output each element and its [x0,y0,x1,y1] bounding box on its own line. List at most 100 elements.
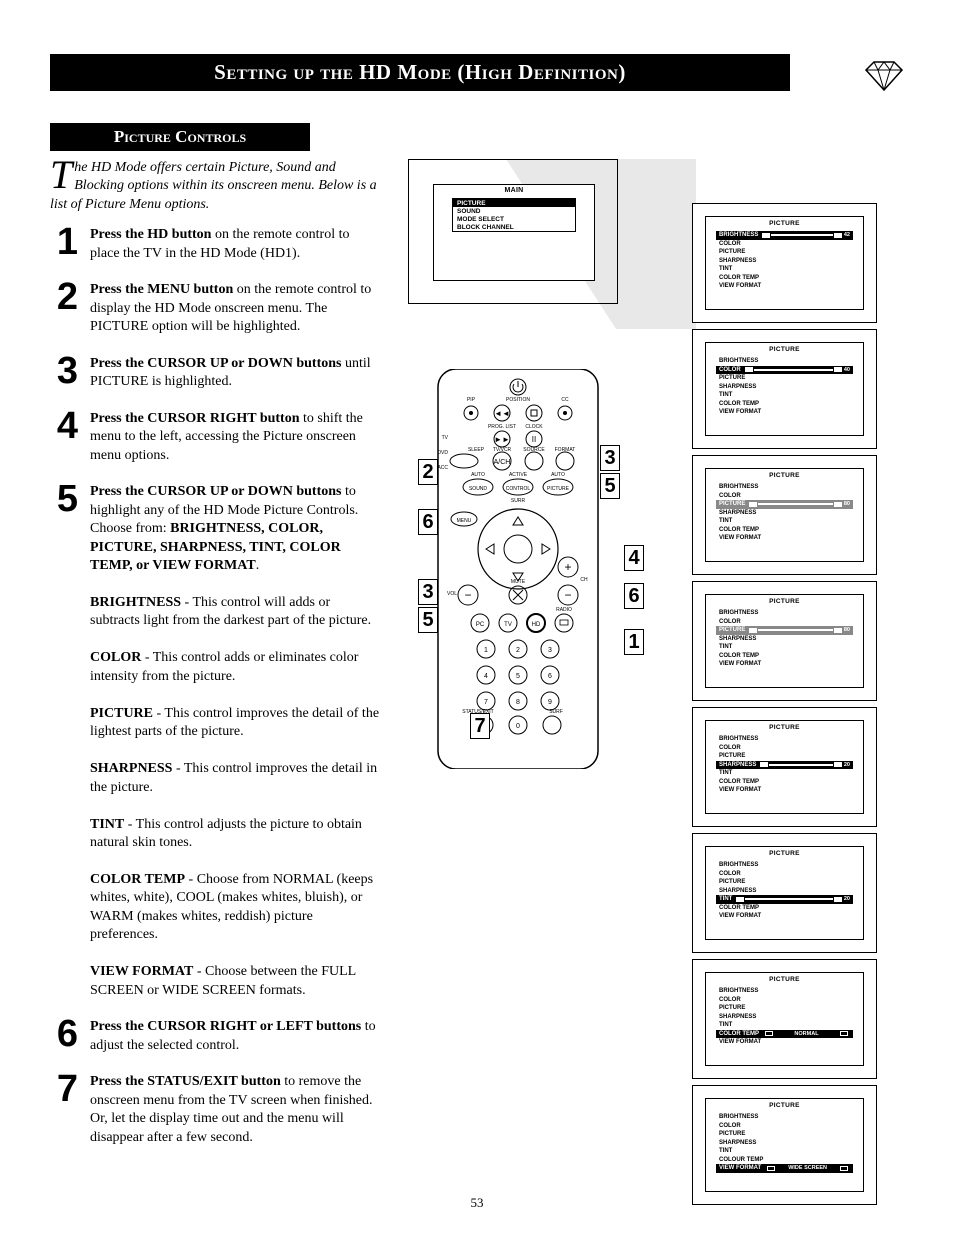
picture-menu-screen: PICTUREBRIGHTNESSCOLORPICTURE80SHARPNESS… [692,581,877,701]
illustration-column: MAIN PICTURESOUNDMODE SELECTBLOCK CHANNE… [408,159,904,1165]
svg-text:CC: CC [561,397,569,403]
picture-menu-item: PICTURE [716,752,853,761]
instruction-step: 6 Press the CURSOR RIGHT or LEFT buttons… [50,1018,380,1063]
svg-text:CLOCK: CLOCK [525,424,543,430]
picture-menu-item: BRIGHTNESS [716,861,853,870]
picture-menu-item: TINT [716,391,853,400]
picture-menu-item: BRIGHTNESS [716,987,853,996]
picture-menu-item: COLOR TEMP [716,904,853,913]
picture-menu-screen: PICTUREBRIGHTNESSCOLORPICTURE80SHARPNESS… [692,455,877,575]
picture-menu-item: SHARPNESS [716,1139,853,1148]
picture-menu-title: PICTURE [706,1099,863,1109]
svg-text:RADIO: RADIO [556,607,572,613]
picture-menu-item: BRIGHTNESS [716,609,853,618]
svg-text:TV: TV [442,435,449,441]
svg-text:1: 1 [484,647,488,654]
section-subtitle-bar: Picture Controls [50,123,310,151]
picture-menu-item: BRIGHTNESS [716,1113,853,1122]
svg-text:CH: CH [580,577,588,583]
picture-menu-screen: PICTUREBRIGHTNESSCOLOR40PICTURESHARPNESS… [692,329,877,449]
instructions-column: The HD Mode offers certain Picture, Soun… [50,159,380,1165]
picture-menu-title: PICTURE [706,469,863,479]
picture-menu-item: PICTURE [716,374,853,383]
step-body: Press the CURSOR RIGHT button to shift t… [90,410,380,473]
main-menu-item: MODE SELECT [453,215,575,223]
instruction-step: 3 Press the CURSOR UP or DOWN buttons un… [50,355,380,400]
callout-4r: 4 [624,545,644,571]
picture-menu-item: VIEW FORMATWIDE SCREEN [716,1164,853,1173]
svg-text:PROG. LIST: PROG. LIST [488,424,516,430]
svg-text:MUTE: MUTE [511,579,526,585]
svg-text:DVD: DVD [437,450,448,456]
picture-menu-item: COLOR [716,996,853,1005]
step-number: 6 [50,1018,78,1063]
svg-text:+: + [564,560,571,574]
picture-menu-item: SHARPNESS [716,887,853,896]
main-menu-item: BLOCK CHANNEL [453,223,575,231]
callout-5: 5 [418,607,438,633]
svg-text:8: 8 [516,699,520,706]
picture-menu-screen: PICTUREBRIGHTNESSCOLORPICTURESHARPNESSTI… [692,833,877,953]
svg-text:SOUND: SOUND [469,486,487,492]
picture-menu-item: TINT [716,1021,853,1030]
svg-text:ACC: ACC [437,465,448,471]
picture-menu-item: VIEW FORMAT [716,912,853,921]
picture-menu-screen: PICTUREBRIGHTNESSCOLORPICTURESHARPNESS20… [692,707,877,827]
picture-menu-title: PICTURE [706,973,863,983]
step-body: Press the CURSOR RIGHT or LEFT buttons t… [90,1018,380,1063]
picture-menu-item: COLOR [716,744,853,753]
svg-text:AUTO: AUTO [551,472,565,478]
picture-menu-item: COLOR TEMP [716,400,853,409]
svg-text:6: 6 [548,673,552,680]
picture-menu-title: PICTURE [706,721,863,731]
svg-text:►►: ►► [494,435,510,444]
step-number: 5 [50,483,78,1008]
instruction-step: 1 Press the HD button on the remote cont… [50,226,380,271]
page-number: 53 [0,1195,954,1211]
picture-menu-item: COLOR TEMP [716,778,853,787]
svg-text:7: 7 [484,699,488,706]
picture-menu-screen: PICTUREBRIGHTNESS42COLORPICTURESHARPNESS… [692,203,877,323]
svg-text:−: − [464,588,471,602]
picture-menu-item: SHARPNESS20 [716,761,853,770]
svg-text:FORMAT: FORMAT [555,447,576,453]
picture-menu-item: TINT [716,1147,853,1156]
picture-menu-title: PICTURE [706,595,863,605]
svg-text:POSITION: POSITION [506,397,530,403]
picture-menu-title: PICTURE [706,217,863,227]
intro-text: he HD Mode offers certain Picture, Sound… [50,160,377,212]
picture-menu-item: TINT20 [716,895,853,904]
svg-text:SURR: SURR [511,498,526,504]
picture-menu-item: COLOR [716,1122,853,1131]
picture-menu-item: COLOR TEMP [716,526,853,535]
picture-menu-item: BRIGHTNESS [716,483,853,492]
picture-menu-item: PICTURE [716,878,853,887]
remote-illustration: ◄◄ PIP POSITION CC ►► II PROG. LIST CLOC… [408,369,628,769]
main-menu-item: SOUND [453,207,575,215]
svg-text:AUTO: AUTO [471,472,485,478]
svg-text:HD: HD [532,622,541,628]
diamond-logo-icon [864,60,904,92]
picture-menu-item: COLOR [716,240,853,249]
picture-menu-item: COLOR [716,492,853,501]
svg-text:◄◄: ◄◄ [494,409,510,418]
picture-menu-item: TINT [716,265,853,274]
svg-text:−: − [564,588,571,602]
picture-menu-item: PICTURE [716,248,853,257]
picture-menu-item: PICTURE80 [716,626,853,635]
main-menu-title: MAIN [434,185,594,196]
picture-menu-item: TINT [716,643,853,652]
svg-text:2: 2 [516,647,520,654]
svg-text:5: 5 [516,673,520,680]
step-body: Press the STATUS/EXIT button to remove t… [90,1073,380,1155]
main-menu-item: PICTURE [453,199,575,207]
step-number: 4 [50,410,78,473]
picture-menu-item: VIEW FORMAT [716,534,853,543]
picture-menu-item: COLOR [716,870,853,879]
picture-menu-title: PICTURE [706,343,863,353]
svg-text:ACTIVE: ACTIVE [509,472,528,478]
callout-7: 7 [470,713,490,739]
svg-text:3: 3 [548,647,552,654]
svg-text:SURF: SURF [549,709,563,715]
svg-text:9: 9 [548,699,552,706]
